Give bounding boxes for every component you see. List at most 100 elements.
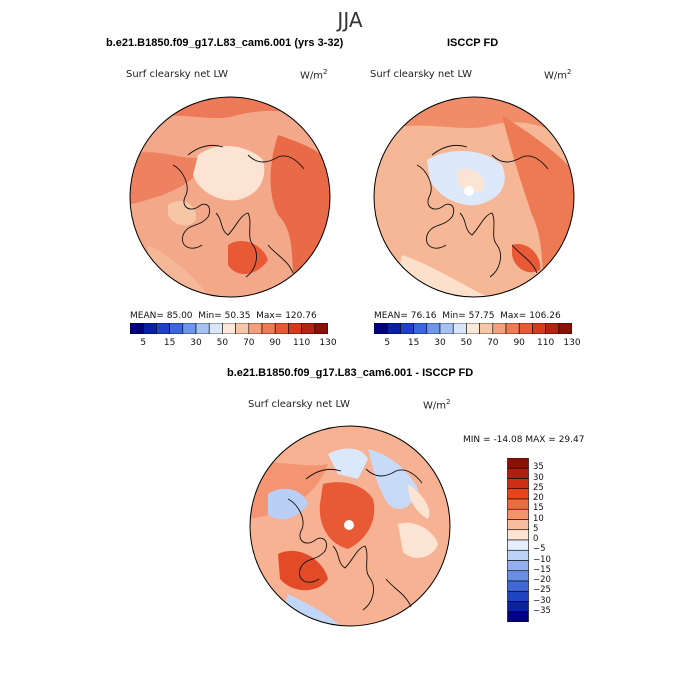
min-label: Min= xyxy=(198,311,222,321)
coastline xyxy=(187,144,224,156)
coastline xyxy=(172,164,211,249)
colorbar-swatch xyxy=(507,488,529,500)
colorbar-swatch xyxy=(507,539,529,551)
colorbar-swatch xyxy=(288,323,302,334)
colorbar-swatch xyxy=(169,323,184,334)
colorbar-swatch xyxy=(507,519,529,531)
colorbar-swatch xyxy=(507,560,529,572)
coastline xyxy=(287,498,327,583)
variable-label-diff: Surf clearsky net LW xyxy=(248,399,351,410)
colorbar-swatch xyxy=(479,323,494,334)
polar-map-diff xyxy=(249,425,451,627)
colorbar-tick-label: 10 xyxy=(533,513,544,524)
map-border xyxy=(373,96,575,298)
colorbar-tick-label: 50 xyxy=(460,338,473,348)
coastline xyxy=(491,154,549,170)
season-title: JJA xyxy=(337,8,363,32)
polar-map-obs xyxy=(373,96,575,298)
units-base: W/m xyxy=(423,400,446,412)
colorbar-tick-label: 130 xyxy=(319,338,337,348)
colorbar-tick-label: 110 xyxy=(293,338,311,348)
colorbar-swatch xyxy=(130,323,144,334)
colorbar-swatch xyxy=(518,323,533,334)
min-value: 57.75 xyxy=(468,311,495,321)
field-region xyxy=(328,448,368,479)
colorbar-swatch xyxy=(195,323,210,334)
colorbar-swatch xyxy=(182,323,197,334)
colorbar-ticks-diff: 35 30 25 20 15 10 5 0 −5 −10 −15 −20 −25 −30 −35 xyxy=(533,458,573,622)
units-exponent: 2 xyxy=(567,68,572,76)
field-region xyxy=(457,168,485,192)
colorbar-swatch xyxy=(532,323,546,334)
map-border xyxy=(129,96,331,298)
colorbar-swatch xyxy=(301,323,316,334)
units-label-diff: W/m2 xyxy=(423,398,450,411)
colorbar-tick-label: 0 xyxy=(533,534,539,544)
stats-obs: MEAN= 76.16 Min= 57.75 Max= 106.26 xyxy=(374,311,561,321)
colorbar-swatch xyxy=(400,323,414,334)
colorbar-tick-label: 5 xyxy=(384,338,391,348)
colorbar-tick-label: 90 xyxy=(513,338,525,348)
coastline xyxy=(247,154,305,170)
colorbar-tick-label: 30 xyxy=(434,338,446,348)
colorbar-tick-label: −15 xyxy=(533,564,551,575)
colorbar-tick-label: 70 xyxy=(487,338,499,348)
colorbar-swatch xyxy=(142,323,157,334)
field-region xyxy=(368,449,418,509)
field-region xyxy=(228,240,268,275)
colorbar-tick-label: 15 xyxy=(533,503,544,514)
mean-label: MEAN= xyxy=(130,311,164,321)
colorbar-swatch xyxy=(274,323,289,334)
colorbar-swatch xyxy=(507,458,529,469)
coastline xyxy=(215,212,257,278)
colorbar-swatch xyxy=(505,323,520,334)
colorbar-swatch xyxy=(507,580,529,592)
colorbar-tick-label: 130 xyxy=(563,338,581,348)
colorbar-swatch xyxy=(413,323,428,334)
colorbar-swatch xyxy=(507,529,529,541)
colorbar-model xyxy=(130,323,328,334)
colorbar-swatch xyxy=(507,601,529,613)
units-label-obs: W/m2 xyxy=(544,68,571,81)
colorbar-swatch xyxy=(507,498,529,510)
coastline xyxy=(332,545,374,611)
colorbar-tick-label: 15 xyxy=(163,338,176,348)
field-region xyxy=(130,152,208,205)
panel-title-diff: b.e21.B1850.f09_g17.L83_cam6.001 - ISCCP… xyxy=(227,367,474,379)
stats-diff: MIN = -14.08 MAX = 29.47 xyxy=(463,435,584,445)
coastline xyxy=(431,144,468,156)
units-label-model: W/m2 xyxy=(300,68,327,81)
colorbar-swatch xyxy=(248,323,263,334)
colorbar-tick-label: 20 xyxy=(533,493,544,503)
colorbar-swatch xyxy=(507,590,529,602)
colorbar-tick-label: −35 xyxy=(533,605,551,616)
colorbar-swatch xyxy=(261,323,276,334)
mean-label: MEAN= xyxy=(374,311,408,321)
max-label: MAX = xyxy=(525,435,556,445)
variable-label-model: Surf clearsky net LW xyxy=(126,69,229,80)
field-region xyxy=(193,145,265,201)
max-value: 29.47 xyxy=(558,435,585,445)
min-label: Min= xyxy=(442,311,466,321)
field-region xyxy=(398,522,438,558)
mean-value: 85.00 xyxy=(166,311,193,321)
colorbar-tick-label: 25 xyxy=(533,482,544,493)
colorbar-swatch xyxy=(507,570,529,582)
max-label: Max= xyxy=(500,311,527,321)
colorbar-tick-label: 90 xyxy=(269,338,281,348)
colorbar-diff xyxy=(507,458,529,622)
stats-model: MEAN= 85.00 Min= 50.35 Max= 120.76 xyxy=(130,311,317,321)
coastline xyxy=(385,578,412,608)
field-region xyxy=(168,200,197,226)
colorbar-swatch xyxy=(507,549,529,561)
colorbar-ticks-model: 5 15 30 50 70 90 110 130 xyxy=(130,338,336,350)
colorbar-swatch xyxy=(492,323,507,334)
colorbar-swatch xyxy=(466,323,480,334)
units-exponent: 2 xyxy=(323,68,328,76)
panel-title-obs: ISCCP FD xyxy=(447,37,499,49)
field-region xyxy=(408,484,430,519)
colorbar-swatch xyxy=(222,323,236,334)
coastline xyxy=(459,212,501,278)
colorbar-tick-label: 30 xyxy=(533,472,544,483)
colorbar-tick-label: 110 xyxy=(537,338,555,348)
